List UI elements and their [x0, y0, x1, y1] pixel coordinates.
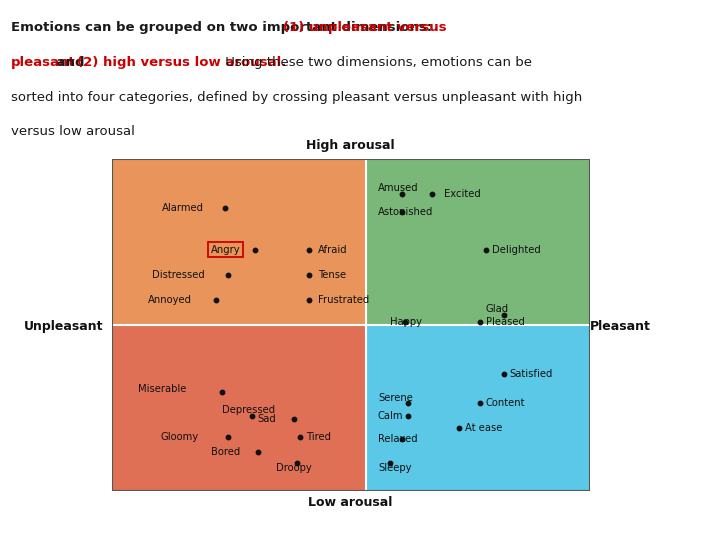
Text: pleasant: pleasant: [11, 56, 76, 69]
Text: Astonished: Astonished: [378, 207, 433, 217]
Bar: [366, 325, 590, 491]
Text: Unpleasant: Unpleasant: [24, 320, 103, 333]
Text: Angry: Angry: [211, 245, 240, 254]
Text: Content: Content: [486, 398, 525, 408]
Text: Annoyed: Annoyed: [148, 295, 192, 305]
Text: Glad: Glad: [486, 304, 509, 314]
Text: sorted into four categories, defined by crossing pleasant versus unpleasant with: sorted into four categories, defined by …: [11, 91, 582, 104]
Text: Pleasant: Pleasant: [590, 320, 651, 333]
Text: (1) unpleasant versus: (1) unpleasant versus: [283, 21, 446, 34]
Text: At ease: At ease: [464, 423, 502, 433]
Text: Low arousal: Low arousal: [308, 496, 393, 509]
Text: Amused: Amused: [378, 183, 418, 193]
Text: Bored: Bored: [211, 447, 240, 457]
Text: (2) high versus low arousal.: (2) high versus low arousal.: [78, 56, 287, 69]
Text: Relaxed: Relaxed: [378, 434, 418, 444]
Text: Using these two dimensions, emotions can be: Using these two dimensions, emotions can…: [221, 56, 532, 69]
Text: Serene: Serene: [378, 393, 413, 402]
Text: Sleepy: Sleepy: [378, 463, 411, 473]
Bar: [112, 325, 366, 491]
Text: Gloomy: Gloomy: [161, 432, 199, 442]
Text: High arousal: High arousal: [306, 139, 395, 152]
Text: Afraid: Afraid: [318, 245, 348, 254]
Text: Happy: Happy: [390, 317, 422, 327]
Text: Pleased: Pleased: [486, 317, 525, 327]
Text: Tense: Tense: [318, 270, 346, 280]
Text: Satisfied: Satisfied: [510, 369, 553, 379]
Text: Distressed: Distressed: [152, 270, 204, 280]
Bar: [112, 159, 366, 325]
Bar: [366, 159, 590, 325]
Text: Tired: Tired: [306, 432, 331, 442]
Text: versus low arousal: versus low arousal: [11, 125, 135, 138]
Text: Miserable: Miserable: [138, 383, 186, 394]
Text: Alarmed: Alarmed: [163, 203, 204, 213]
Text: Delighted: Delighted: [492, 245, 541, 254]
Text: Droopy: Droopy: [276, 463, 312, 473]
Text: and: and: [52, 56, 89, 69]
Text: Depressed: Depressed: [222, 405, 276, 415]
Text: Frustrated: Frustrated: [318, 295, 369, 305]
Text: Sad: Sad: [258, 414, 276, 424]
Text: Excited: Excited: [444, 188, 480, 199]
Text: Emotions can be grouped on two important dimensions:: Emotions can be grouped on two important…: [11, 21, 436, 34]
Text: Calm: Calm: [378, 410, 403, 421]
